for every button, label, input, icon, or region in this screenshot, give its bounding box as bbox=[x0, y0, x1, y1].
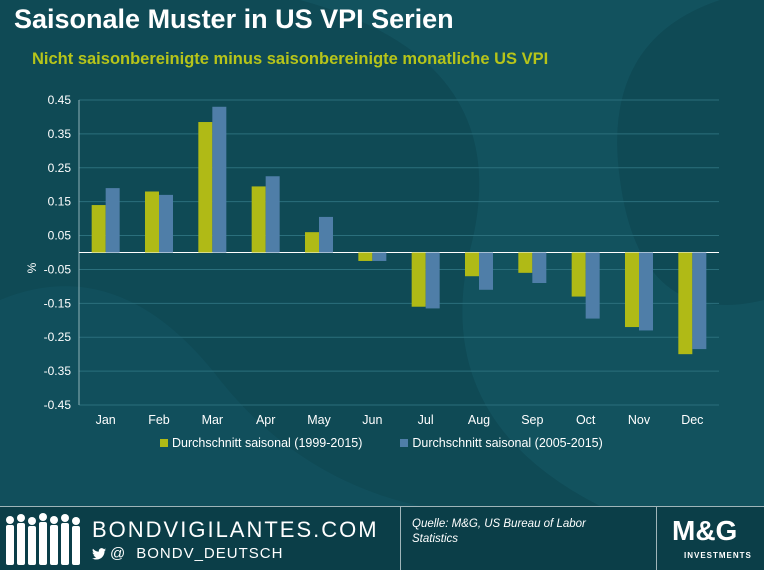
bar-apr-series-1 bbox=[251, 186, 266, 253]
people-silhouettes-icon bbox=[6, 513, 80, 565]
gridlines bbox=[78, 99, 719, 406]
y-tick-label: -0.25 bbox=[44, 330, 72, 344]
y-tick-label: 0.35 bbox=[48, 127, 72, 141]
x-tick-label: Jul bbox=[418, 413, 434, 427]
y-tick-label: -0.35 bbox=[44, 364, 72, 378]
y-tick-label: -0.45 bbox=[44, 398, 72, 412]
handle-text: BONDV_DEUTSCH bbox=[136, 545, 284, 562]
x-tick-label: Sep bbox=[521, 413, 543, 427]
footer: BONDVIGILANTES.COM @ BONDV_DEUTSCH Quell… bbox=[0, 506, 764, 570]
bar-nov-series-1 bbox=[625, 252, 639, 328]
bar-dec-series-1 bbox=[678, 252, 693, 355]
bar-mar-series-1 bbox=[198, 122, 213, 253]
x-axis-ticks: Jan Feb Mar Apr May Jun Jul Aug Sep Oct Nov Dec bbox=[96, 413, 704, 427]
bar-jul-series-1 bbox=[411, 252, 426, 307]
legend-item-2005-2015: Durchschnitt saisonal (2005-2015) bbox=[400, 436, 603, 450]
y-tick-label: 0.05 bbox=[48, 229, 72, 243]
legend: Durchschnitt saisonal (1999-2015) Durchs… bbox=[160, 436, 603, 450]
bar-chart: 0.45 0.35 0.25 0.15 0.05 -0.05 -0.15 -0.25 -0.35… bbox=[25, 93, 719, 427]
x-tick-label: Feb bbox=[148, 413, 170, 427]
footer-divider bbox=[400, 507, 401, 570]
y-tick-label: -0.15 bbox=[44, 296, 72, 310]
bars bbox=[91, 106, 707, 355]
mg-logo-subtitle: INVESTMENTS bbox=[684, 551, 752, 560]
bar-dec-series-2 bbox=[692, 252, 707, 350]
x-tick-label: Nov bbox=[628, 413, 651, 427]
x-tick-label: Apr bbox=[256, 413, 275, 427]
y-tick-label: 0.25 bbox=[48, 161, 72, 175]
bar-jan-series-1 bbox=[91, 205, 106, 253]
handle-at: @ bbox=[110, 545, 127, 562]
chart-title: Saisonale Muster in US VPI Serien bbox=[14, 4, 454, 34]
mg-logo: M&G bbox=[672, 515, 738, 546]
y-axis-label: % bbox=[25, 262, 39, 273]
bar-feb-series-1 bbox=[145, 191, 159, 253]
y-tick-label: 0.45 bbox=[48, 93, 72, 107]
y-tick-label: -0.05 bbox=[44, 262, 72, 276]
bar-sep-series-2 bbox=[532, 252, 547, 283]
chart-subtitle: Nicht saisonbereinigte minus saisonberei… bbox=[32, 50, 549, 68]
x-tick-label: Dec bbox=[681, 413, 703, 427]
legend-label: Durchschnitt saisonal (1999-2015) bbox=[172, 436, 363, 450]
x-tick-label: Jun bbox=[362, 413, 382, 427]
x-tick-label: Mar bbox=[202, 413, 224, 427]
twitter-handle-row: @ BONDV_DEUTSCH bbox=[92, 545, 283, 562]
legend-swatch-blue bbox=[400, 439, 409, 447]
bar-oct-series-1 bbox=[571, 252, 586, 297]
bar-jun-series-1 bbox=[358, 252, 373, 261]
twitter-bird-icon bbox=[92, 547, 106, 560]
x-tick-label: Oct bbox=[576, 413, 596, 427]
bar-nov-series-2 bbox=[639, 252, 653, 331]
x-tick-label: Jan bbox=[96, 413, 116, 427]
legend-swatch-green bbox=[160, 439, 168, 447]
bar-apr-series-2 bbox=[265, 176, 280, 253]
bar-may-series-1 bbox=[305, 232, 319, 253]
bar-jan-series-2 bbox=[105, 188, 120, 253]
x-tick-label: Aug bbox=[468, 413, 490, 427]
bar-jun-series-2 bbox=[372, 252, 387, 261]
bar-may-series-2 bbox=[319, 216, 333, 253]
bar-mar-series-2 bbox=[212, 106, 227, 253]
bar-aug-series-1 bbox=[465, 252, 479, 277]
bar-sep-series-1 bbox=[518, 252, 533, 273]
bar-oct-series-2 bbox=[585, 252, 600, 319]
x-tick-label: May bbox=[307, 413, 331, 427]
legend-item-1999-2015: Durchschnitt saisonal (1999-2015) bbox=[160, 436, 362, 450]
y-axis-ticks: 0.45 0.35 0.25 0.15 0.05 -0.05 -0.15 -0.25 -0.35… bbox=[44, 93, 72, 412]
bar-feb-series-2 bbox=[159, 194, 173, 253]
bar-jul-series-2 bbox=[425, 252, 440, 309]
source-note: Quelle: M&G, US Bureau of Labor Statisti… bbox=[412, 518, 586, 545]
legend-label: Durchschnitt saisonal (2005-2015) bbox=[412, 436, 603, 450]
bar-aug-series-2 bbox=[479, 252, 493, 290]
brand-name: BONDVIGILANTES.COM bbox=[92, 517, 379, 542]
y-tick-label: 0.15 bbox=[48, 195, 72, 209]
footer-divider bbox=[656, 507, 657, 570]
